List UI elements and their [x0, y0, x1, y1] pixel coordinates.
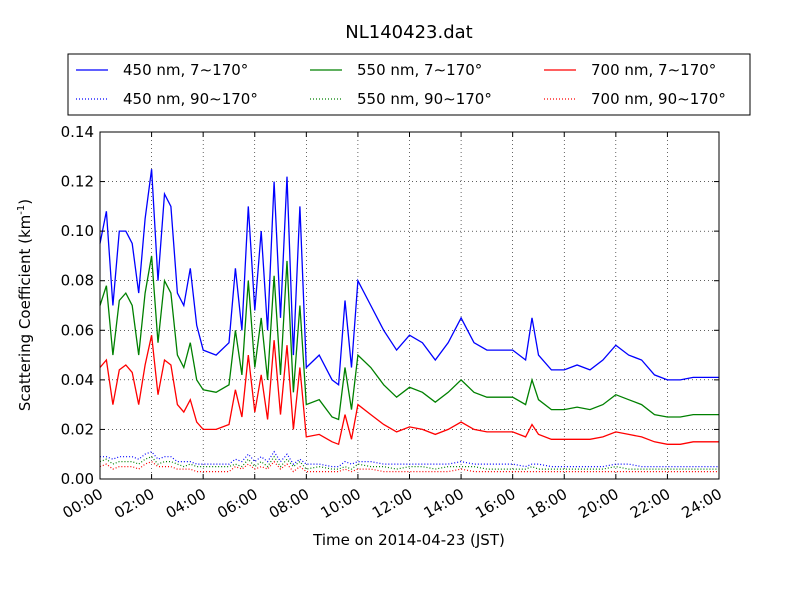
y-tick-label: 0.14	[61, 123, 94, 141]
axis-ticks: 00:00 02:00 04:00 06:00 08:00 10:00 12:00 14:00…	[60, 123, 725, 522]
x-tick-label: 14:00	[421, 485, 467, 522]
x-tick-label: 10:00	[317, 485, 363, 522]
y-tick-label: 0.04	[61, 371, 94, 389]
y-tick-label: 0.02	[61, 420, 94, 438]
legend-label: 550 nm, 90∼170°	[357, 90, 492, 108]
x-axis-label: Time on 2014-04-23 (JST)	[312, 531, 505, 549]
x-tick-label: 04:00	[163, 485, 209, 522]
series-1	[99, 169, 719, 387]
y-tick-label: 0.08	[61, 272, 94, 290]
series-5	[99, 455, 719, 470]
series-3	[99, 335, 719, 446]
legend-item: 550 nm, 90∼170°	[310, 90, 492, 108]
legend-item: 700 nm, 90∼170°	[544, 90, 726, 108]
series-line	[100, 450, 719, 468]
plot-frame	[99, 131, 720, 480]
y-axis-label-end: )	[16, 199, 34, 205]
x-tick-label: 24:00	[679, 485, 725, 522]
chart-title: NL140423.dat	[345, 22, 472, 43]
x-tick-label: 22:00	[627, 485, 673, 522]
series-line	[99, 169, 719, 387]
legend-label: 700 nm, 90∼170°	[591, 90, 726, 108]
x-tick-label: 08:00	[266, 485, 312, 522]
y-tick-label: 0.00	[61, 470, 94, 488]
legend-item: 450 nm, 90∼170°	[76, 90, 258, 108]
series-line	[99, 255, 719, 421]
x-tick-label: 02:00	[111, 485, 157, 522]
y-axis-label-main: Scattering Coefficient (km	[16, 215, 34, 411]
x-tick-label: 16:00	[472, 485, 518, 522]
x-tick-label: 00:00	[60, 485, 106, 522]
legend-box	[67, 53, 751, 116]
x-tick-label: 20:00	[575, 485, 621, 522]
series-2	[99, 255, 719, 421]
legend-item: 450 nm, 7∼170°	[76, 61, 248, 79]
legend: 450 nm, 7∼170° 550 nm, 7∼170° 700 nm, 7∼17…	[67, 53, 751, 116]
x-tick-label: 18:00	[524, 485, 570, 522]
x-tick-label: 12:00	[369, 485, 415, 522]
y-axis-label-sup: -1	[16, 205, 27, 215]
legend-label: 450 nm, 90∼170°	[123, 90, 258, 108]
series-4	[100, 450, 719, 468]
series-line	[99, 455, 719, 470]
x-tick-label: 06:00	[214, 485, 260, 522]
legend-label: 450 nm, 7∼170°	[123, 61, 248, 79]
y-axis-label: Scattering Coefficient (km-1)	[16, 199, 34, 411]
legend-label: 550 nm, 7∼170°	[357, 61, 482, 79]
y-tick-label: 0.12	[61, 173, 94, 191]
series-layer	[99, 169, 719, 473]
legend-item: 700 nm, 7∼170°	[544, 61, 716, 79]
legend-item: 550 nm, 7∼170°	[310, 61, 482, 79]
y-tick-label: 0.06	[61, 321, 94, 339]
series-line	[99, 335, 719, 446]
legend-label: 700 nm, 7∼170°	[591, 61, 716, 79]
y-tick-label: 0.10	[61, 222, 94, 240]
